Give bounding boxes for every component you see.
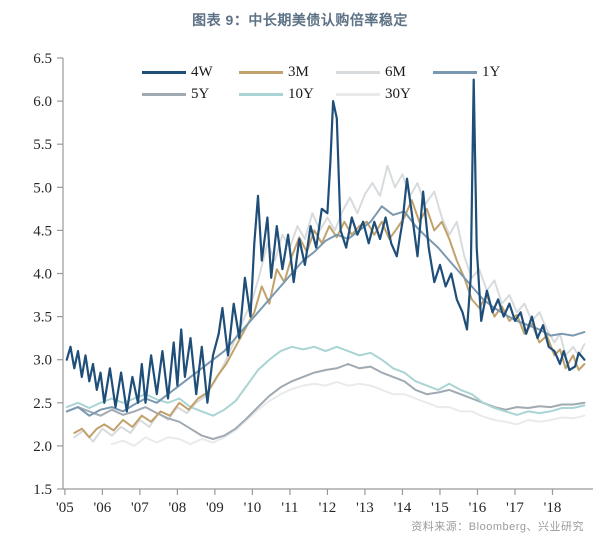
legend-label-5Y: 5Y bbox=[191, 86, 210, 102]
legend-swatch-10Y bbox=[239, 92, 283, 96]
y-tick-label: 4.5 bbox=[33, 223, 52, 239]
x-tick-label: '15 bbox=[431, 500, 449, 516]
legend-item-3M: 3M bbox=[239, 62, 336, 82]
x-tick-label: '09 bbox=[206, 500, 224, 516]
x-tick-label: '13 bbox=[356, 500, 374, 516]
series-line-3M bbox=[73, 199, 586, 439]
legend-item-4W: 4W bbox=[142, 62, 239, 82]
x-tick-label: '06 bbox=[94, 500, 112, 516]
legend-item-10Y: 10Y bbox=[239, 84, 336, 104]
x-tick-label: '11 bbox=[281, 500, 298, 516]
x-tick-label: '17 bbox=[506, 500, 524, 516]
x-tick-label: '16 bbox=[469, 500, 487, 516]
y-tick-label: 1.5 bbox=[33, 482, 52, 498]
series-line-1Y bbox=[65, 205, 586, 417]
legend: 4W 3M 6M 1Y 5Y 10Y 30Y bbox=[142, 62, 530, 104]
legend-swatch-1Y bbox=[433, 70, 477, 74]
x-tick-label: '07 bbox=[131, 500, 149, 516]
y-tick-label: 3.0 bbox=[33, 353, 52, 369]
x-tick-label: '14 bbox=[394, 500, 412, 516]
series-line-30Y bbox=[110, 381, 586, 447]
y-tick-label: 6.0 bbox=[33, 94, 52, 110]
legend-label-6M: 6M bbox=[385, 64, 406, 80]
x-tick-label: '10 bbox=[244, 500, 262, 516]
legend-swatch-4W bbox=[142, 70, 186, 74]
series-line-5Y bbox=[65, 363, 586, 440]
series-line-10Y bbox=[65, 345, 586, 417]
y-tick-label: 2.0 bbox=[33, 439, 52, 455]
y-tick-label: 4.0 bbox=[33, 267, 52, 283]
y-tick-label: 6.5 bbox=[33, 51, 52, 67]
x-tick-label: '08 bbox=[169, 500, 187, 516]
legend-item-1Y: 1Y bbox=[433, 62, 530, 82]
x-tick-label: '18 bbox=[544, 500, 562, 516]
legend-item-5Y: 5Y bbox=[142, 84, 239, 104]
legend-item-6M: 6M bbox=[336, 62, 433, 82]
legend-swatch-3M bbox=[239, 70, 283, 74]
legend-label-3M: 3M bbox=[288, 64, 309, 80]
chart-title: 图表 9：中长期美债认购倍率稳定 bbox=[192, 12, 408, 28]
y-tick-label: 2.5 bbox=[33, 396, 52, 412]
source-note: 资料来源：Bloomberg、兴业研究 bbox=[411, 521, 584, 533]
x-tick-label: '12 bbox=[319, 500, 337, 516]
y-tick-label: 3.5 bbox=[33, 310, 52, 326]
y-tick-label: 5.0 bbox=[33, 180, 52, 196]
legend-swatch-6M bbox=[336, 70, 380, 74]
legend-swatch-30Y bbox=[336, 92, 380, 96]
legend-label-4W: 4W bbox=[191, 64, 213, 80]
y-tick-label: 5.5 bbox=[33, 137, 52, 153]
x-tick-label: '05 bbox=[56, 500, 74, 516]
legend-item-30Y: 30Y bbox=[336, 84, 433, 104]
series-line-4W bbox=[65, 78, 586, 413]
legend-swatch-5Y bbox=[142, 92, 186, 96]
legend-label-1Y: 1Y bbox=[482, 64, 501, 80]
legend-label-30Y: 30Y bbox=[385, 86, 411, 102]
legend-label-10Y: 10Y bbox=[288, 86, 314, 102]
